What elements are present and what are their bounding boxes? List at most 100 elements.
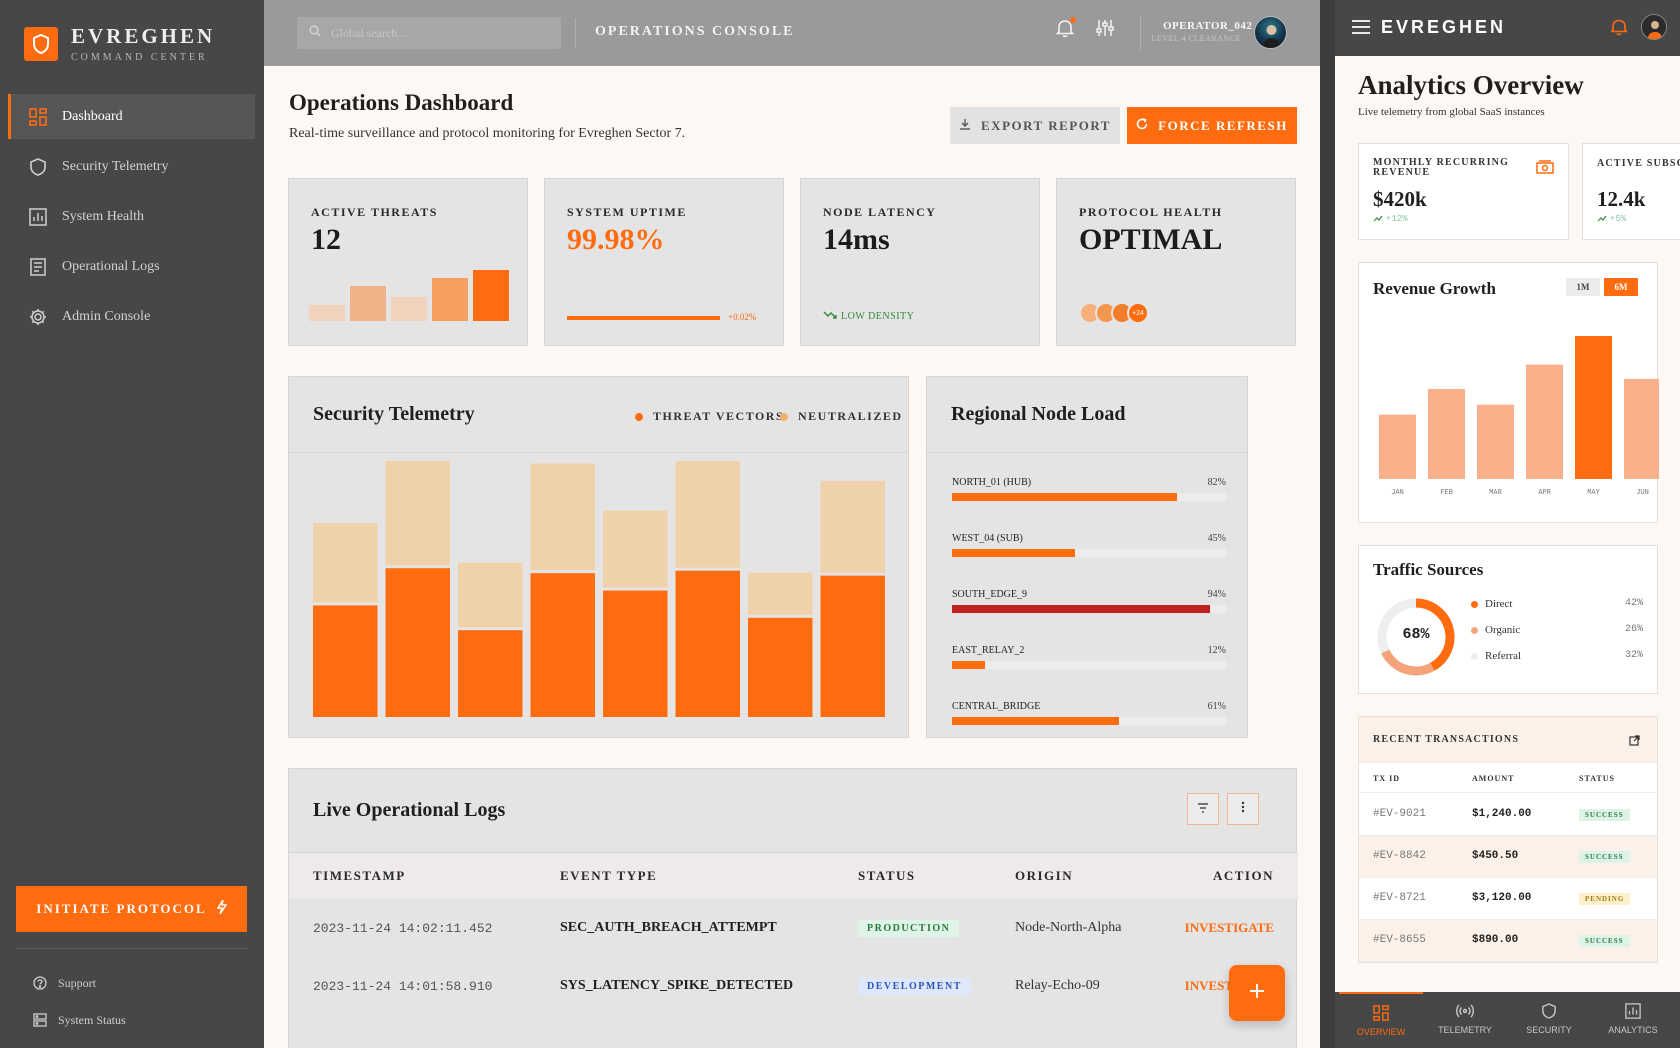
node-percent: 82% <box>1207 477 1226 488</box>
revenue-month-label: FEB <box>1440 489 1453 497</box>
search-input[interactable] <box>331 25 531 41</box>
status-badge: SUCCESS <box>1579 935 1630 947</box>
system-status-link[interactable]: System Status <box>32 1012 126 1028</box>
security-telemetry-panel: Security Telemetry THREAT VECTORS NEUTRA… <box>288 376 909 738</box>
table-row[interactable]: 2023-11-24 14:02:11.452 SEC_AUTH_BREACH_… <box>289 899 1298 957</box>
transaction-row[interactable]: #EV-8721 $3,120.00 PENDING <box>1359 878 1657 920</box>
global-search[interactable] <box>297 17 561 49</box>
main-content: Operations Dashboard Real-time surveilla… <box>264 66 1320 1048</box>
column-header: STATUS <box>1579 774 1615 783</box>
range-toggle-1m[interactable]: 1M <box>1566 278 1600 296</box>
support-link[interactable]: Support <box>32 975 96 991</box>
table-row[interactable]: 2023-11-24 14:01:58.910 SYS_LATENCY_SPIK… <box>289 957 1298 1015</box>
traffic-legend-item: Organic 26% <box>1471 624 1643 638</box>
revenue-bar <box>1575 336 1612 479</box>
range-toggle-6m[interactable]: 6M <box>1604 278 1638 296</box>
brand[interactable]: EVREGHEN COMMAND CENTER <box>24 24 215 63</box>
shield-icon <box>1539 1001 1559 1021</box>
sidebar-item-label: Security Telemetry <box>62 158 169 174</box>
revenue-month-label: APR <box>1538 489 1551 497</box>
initiate-protocol-button[interactable]: INITIATE PROTOCOL <box>16 886 247 932</box>
shield-logo-icon <box>24 26 58 61</box>
trend-down-icon <box>823 310 837 323</box>
sidebar-item-security-telemetry[interactable]: Security Telemetry <box>8 144 255 189</box>
neutralized-bar <box>820 480 885 573</box>
panel-title: Regional Node Load <box>951 403 1126 425</box>
legend-value: 26% <box>1624 624 1643 635</box>
legend-neutralized: NEUTRALIZED <box>780 409 903 424</box>
revenue-bar <box>1624 378 1659 479</box>
settings-sliders-button[interactable] <box>1093 18 1117 42</box>
threat-minibars <box>309 267 509 321</box>
column-header: TX ID <box>1373 774 1401 783</box>
initiate-protocol-label: INITIATE PROTOCOL <box>36 901 207 916</box>
sidebar-item-label: System Health <box>62 208 145 224</box>
transactions-header: RECENT TRANSACTIONS <box>1359 717 1657 763</box>
legend-dot <box>635 412 643 421</box>
threat-vectors-bar <box>458 630 523 717</box>
dashboard-icon <box>28 107 48 127</box>
nav-security[interactable]: SECURITY <box>1507 992 1591 1048</box>
node-percent: 45% <box>1207 533 1226 544</box>
filter-button[interactable] <box>1187 793 1219 825</box>
sidebar-divider <box>16 948 247 949</box>
column-header: ORIGIN <box>991 853 1158 899</box>
investigate-link[interactable]: INVESTIGATE <box>1184 920 1274 935</box>
node-load-track <box>952 549 1226 557</box>
kpi-node-latency: NODE LATENCY 14ms LOW DENSITY <box>800 178 1040 346</box>
threat-vectors-bar <box>530 573 595 717</box>
neutralized-bar <box>603 510 668 588</box>
threat-vectors-bar <box>675 570 740 717</box>
revenue-bar <box>1379 414 1416 479</box>
export-report-button[interactable]: EXPORT REPORT <box>950 107 1120 144</box>
uptime-progress-fill <box>567 316 720 320</box>
traffic-legend-item: Direct 42% <box>1471 598 1643 612</box>
metric-delta: +12% <box>1373 214 1408 224</box>
legend-value: 42% <box>1624 598 1643 609</box>
notifications-button[interactable] <box>1053 16 1077 42</box>
hamburger-menu-icon[interactable] <box>1352 20 1370 39</box>
sidebar-item-admin-console[interactable]: Admin Console <box>8 294 255 339</box>
node-percent: 12% <box>1207 645 1226 656</box>
mobile-bottom-nav: OVERVIEW TELEMETRY SECURITY ANALYTICS <box>1335 992 1680 1048</box>
metric-value: $420k <box>1373 187 1427 211</box>
bell-icon[interactable] <box>1609 18 1629 41</box>
legend-value: 32% <box>1624 650 1643 661</box>
nav-analytics[interactable]: ANALYTICS <box>1591 992 1675 1048</box>
log-event-type: SEC_AUTH_BREACH_ATTEMPT <box>560 920 777 935</box>
mobile-analytics-view: EVREGHEN Analytics Overview Live telemet… <box>1335 0 1680 1048</box>
transaction-row[interactable]: #EV-8842 $450.50 SUCCESS <box>1359 836 1657 878</box>
logs-table: TIMESTAMP EVENT TYPE STATUS ORIGIN ACTIO… <box>289 853 1298 1015</box>
avatar[interactable] <box>1254 16 1287 49</box>
transaction-row[interactable]: #EV-8655 $890.00 SUCCESS <box>1359 920 1657 962</box>
transaction-row[interactable]: #EV-9021 $1,240.00 SUCCESS <box>1359 794 1657 836</box>
traffic-donut-chart <box>1377 598 1455 676</box>
uptime-progress-track <box>567 316 720 320</box>
log-status-cell: PRODUCTION <box>834 899 991 957</box>
sidebar-item-operational-logs[interactable]: Operational Logs <box>8 244 255 289</box>
page-title: Operations Dashboard <box>289 90 514 115</box>
force-refresh-button[interactable]: FORCE REFRESH <box>1127 107 1297 144</box>
sidebar-item-dashboard[interactable]: Dashboard <box>8 94 255 139</box>
node-name: SOUTH_EDGE_9 <box>952 589 1027 600</box>
threat-vectors-bar <box>603 590 668 717</box>
add-fab-button[interactable] <box>1229 965 1285 1021</box>
sidebar: EVREGHEN COMMAND CENTER Dashboard Securi… <box>0 0 264 1048</box>
more-options-button[interactable] <box>1227 793 1259 825</box>
cash-icon <box>1536 160 1554 179</box>
threat-minibar <box>309 304 345 321</box>
node-percent: 94% <box>1207 589 1226 600</box>
nav-telemetry[interactable]: TELEMETRY <box>1423 992 1507 1048</box>
low-density-label: LOW DENSITY <box>841 311 915 322</box>
nav-overview[interactable]: OVERVIEW <box>1339 992 1423 1048</box>
donut-center-value: 68% <box>1402 626 1430 643</box>
avatar[interactable] <box>1641 14 1667 40</box>
external-link-icon[interactable] <box>1629 733 1640 751</box>
threat-vectors-bar <box>313 605 378 717</box>
search-icon <box>309 24 321 42</box>
shield-icon <box>28 157 48 177</box>
node-load-fill <box>952 605 1210 613</box>
sidebar-item-system-health[interactable]: System Health <box>8 194 255 239</box>
tx-id: #EV-9021 <box>1373 808 1426 820</box>
health-avatar-stack: +24 <box>1079 302 1199 326</box>
